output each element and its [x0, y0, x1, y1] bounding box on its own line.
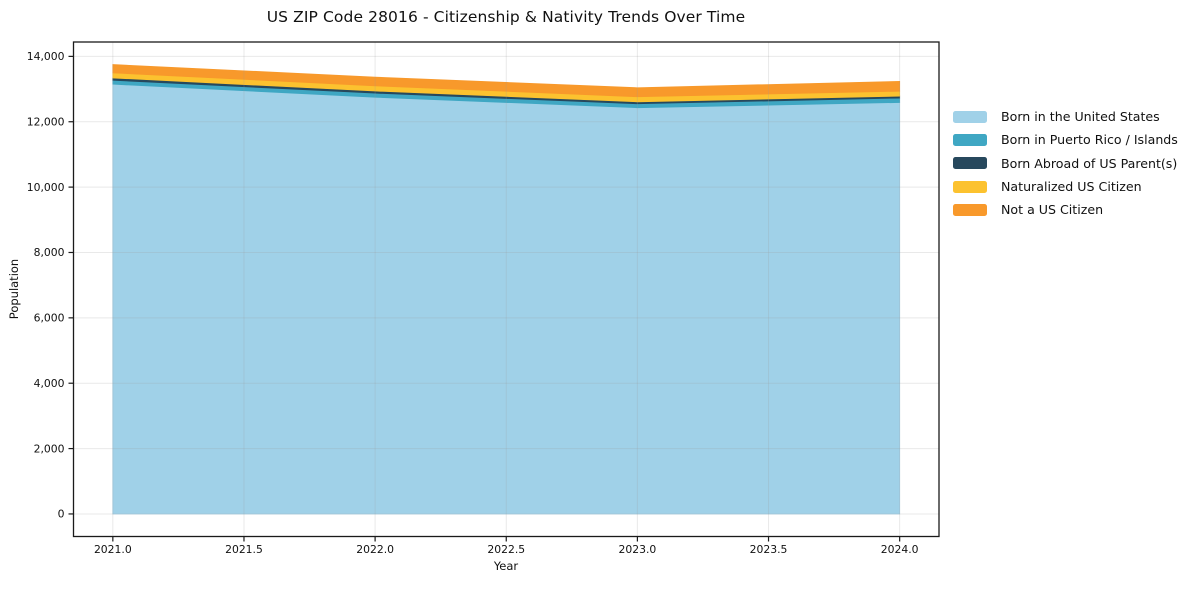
- chart-title: US ZIP Code 28016 - Citizenship & Nativi…: [266, 8, 746, 26]
- legend-swatch: [953, 157, 987, 170]
- y-tick-label: 6,000: [34, 312, 65, 325]
- y-tick-label: 14,000: [27, 50, 65, 63]
- x-axis-label: Year: [493, 559, 519, 573]
- legend-item-3: Naturalized US Citizen: [953, 175, 1178, 198]
- x-tick-label: 2022.5: [487, 543, 525, 556]
- x-tick-label: 2021.0: [94, 543, 132, 556]
- y-tick-label: 8,000: [34, 246, 65, 259]
- legend-label: Born in Puerto Rico / Islands: [1001, 132, 1178, 148]
- x-tick-label: 2021.5: [225, 543, 263, 556]
- legend-item-1: Born in Puerto Rico / Islands: [953, 128, 1178, 151]
- area-series-4: [112, 64, 901, 98]
- legend-item-4: Not a US Citizen: [953, 198, 1178, 221]
- x-tick-label: 2023.5: [750, 543, 788, 556]
- legend-item-0: Born in the United States: [953, 105, 1178, 128]
- legend-label: Born in the United States: [1001, 109, 1160, 125]
- legend-swatch: [953, 110, 987, 123]
- y-tick-label: 2,000: [34, 442, 65, 455]
- y-tick-label: 4,000: [34, 377, 65, 390]
- legend-label: Not a US Citizen: [1001, 202, 1104, 218]
- legend-swatch: [953, 133, 987, 146]
- legend-label: Naturalized US Citizen: [1001, 179, 1142, 195]
- legend-swatch: [953, 203, 987, 216]
- legend-label: Born Abroad of US Parent(s): [1001, 155, 1178, 171]
- legend: Born in the United States Born in Puerto …: [953, 105, 1178, 221]
- y-tick-label: 0: [58, 508, 65, 521]
- y-tick-label: 12,000: [27, 115, 65, 128]
- x-tick-label: 2024.0: [881, 543, 919, 556]
- legend-item-2: Born Abroad of US Parent(s): [953, 152, 1178, 175]
- legend-swatch: [953, 180, 987, 193]
- y-tick-label: 10,000: [27, 181, 65, 194]
- x-tick-label: 2023.0: [618, 543, 656, 556]
- x-tick-label: 2022.0: [356, 543, 394, 556]
